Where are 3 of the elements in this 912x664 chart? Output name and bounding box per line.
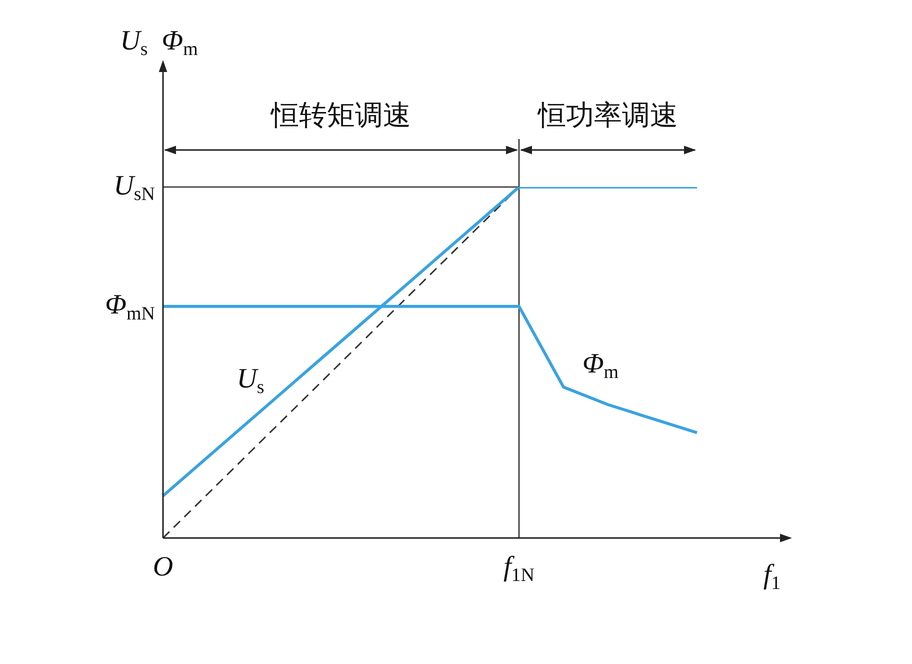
text: 恒功率调速 <box>537 98 678 132</box>
x-tick-label: O <box>152 551 174 582</box>
text: 恒转矩调速 <box>270 98 411 132</box>
